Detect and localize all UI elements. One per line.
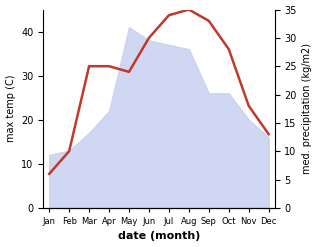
X-axis label: date (month): date (month): [118, 231, 200, 242]
Y-axis label: med. precipitation (kg/m2): med. precipitation (kg/m2): [302, 43, 313, 174]
Y-axis label: max temp (C): max temp (C): [5, 75, 16, 143]
